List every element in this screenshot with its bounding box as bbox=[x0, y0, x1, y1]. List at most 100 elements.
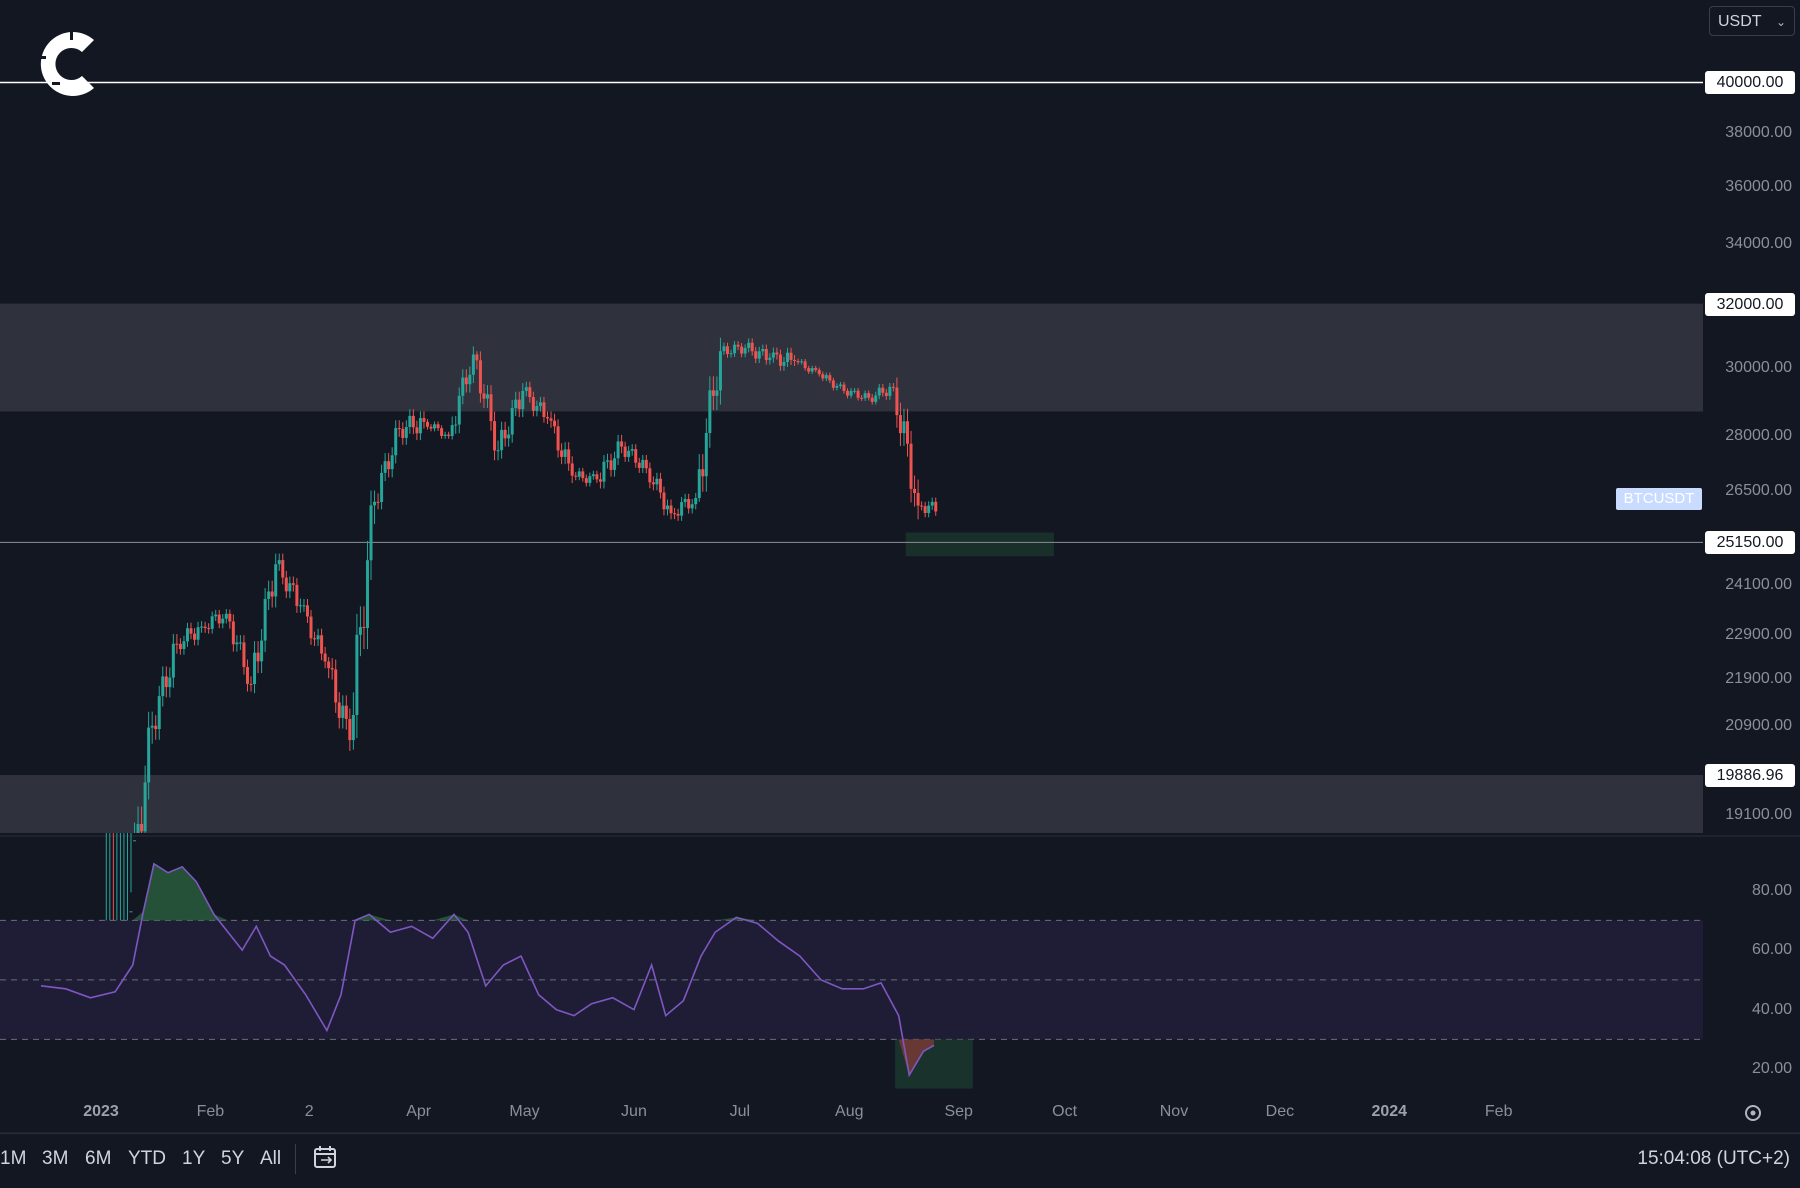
candle-body bbox=[870, 397, 874, 402]
rsi-tick-label: 60.00 bbox=[1751, 941, 1792, 959]
candle-body bbox=[891, 386, 895, 388]
range-button-1m[interactable]: 1M bbox=[0, 1148, 27, 1169]
candle-body bbox=[471, 354, 475, 375]
candle-body bbox=[231, 621, 235, 645]
candle-body bbox=[553, 420, 557, 427]
candle-body bbox=[538, 402, 542, 407]
candle-body bbox=[902, 421, 906, 434]
candle-body bbox=[648, 468, 652, 483]
candle-body bbox=[260, 640, 264, 662]
candle-body bbox=[761, 348, 765, 352]
candle-body bbox=[517, 399, 521, 410]
price-level-label: 19886.96 bbox=[1705, 764, 1795, 787]
candle-body bbox=[800, 361, 804, 363]
candle-body bbox=[641, 459, 645, 468]
candle-body bbox=[298, 605, 302, 607]
candle-body bbox=[401, 428, 405, 438]
price-tick-label: 34000.00 bbox=[1725, 234, 1792, 252]
clock[interactable]: 15:04:08 (UTC+2) bbox=[1637, 1148, 1790, 1169]
candle-body bbox=[521, 390, 525, 410]
rsi-tick-label: 40.00 bbox=[1751, 1000, 1792, 1018]
candle-body bbox=[747, 342, 751, 348]
candle-body bbox=[577, 471, 581, 477]
candle-body bbox=[238, 642, 242, 644]
candle-body bbox=[390, 455, 394, 470]
candle-body bbox=[320, 635, 324, 654]
candle-body bbox=[598, 479, 602, 482]
candle-body bbox=[796, 360, 800, 363]
candle-body bbox=[436, 424, 440, 429]
candle-body bbox=[334, 669, 338, 703]
candle-body bbox=[627, 450, 631, 457]
range-button-3m[interactable]: 3M bbox=[42, 1148, 69, 1169]
candle-body bbox=[510, 407, 514, 435]
candle-body bbox=[898, 415, 902, 434]
candle-body bbox=[591, 474, 595, 477]
candle-body bbox=[644, 459, 648, 469]
candle-body bbox=[210, 616, 214, 629]
candle-body bbox=[355, 634, 359, 716]
candle-body bbox=[613, 458, 617, 470]
zone-1 bbox=[0, 775, 1703, 833]
candle-body bbox=[330, 668, 334, 670]
candle-body bbox=[729, 353, 733, 355]
candle-body bbox=[651, 482, 655, 485]
range-button-5y[interactable]: 5Y bbox=[221, 1148, 245, 1169]
candle-body bbox=[383, 461, 387, 473]
candle-body bbox=[440, 428, 444, 436]
time-tick-label: Jun bbox=[621, 1103, 647, 1120]
candle-body bbox=[771, 352, 775, 358]
candle-body bbox=[429, 426, 433, 429]
range-button-1y[interactable]: 1Y bbox=[182, 1148, 206, 1169]
toolbar-divider bbox=[295, 1144, 296, 1174]
candle-body bbox=[411, 415, 415, 428]
candle-body bbox=[288, 583, 292, 592]
candle-body bbox=[189, 628, 193, 634]
candle-body bbox=[337, 702, 341, 718]
candle-body bbox=[718, 351, 722, 391]
candle-body bbox=[461, 377, 465, 396]
range-button-ytd[interactable]: YTD bbox=[128, 1148, 166, 1169]
candle-body bbox=[877, 387, 881, 396]
candle-body bbox=[323, 653, 327, 662]
candle-body bbox=[711, 390, 715, 396]
candle-body bbox=[715, 390, 719, 396]
candle-body bbox=[778, 354, 782, 366]
candle-body bbox=[528, 387, 532, 398]
candle-body bbox=[683, 498, 687, 503]
candle-body bbox=[302, 605, 306, 607]
price-tick-label: 36000.00 bbox=[1725, 177, 1792, 195]
candle-body bbox=[814, 368, 818, 370]
candle-body bbox=[418, 418, 422, 434]
range-button-6m[interactable]: 6M bbox=[85, 1148, 112, 1169]
candle-body bbox=[313, 638, 317, 640]
candle-body bbox=[680, 502, 684, 516]
candle-body bbox=[178, 643, 182, 650]
candle-body bbox=[447, 434, 451, 436]
range-button-all[interactable]: All bbox=[260, 1148, 282, 1169]
candle-body bbox=[369, 505, 373, 561]
calendar-icon[interactable] bbox=[313, 1144, 339, 1170]
candle-body bbox=[807, 368, 811, 372]
candle-body bbox=[736, 344, 740, 347]
candle-body bbox=[200, 626, 204, 628]
candle-body bbox=[373, 501, 377, 506]
time-tick-label: Dec bbox=[1265, 1103, 1295, 1120]
candle-body bbox=[531, 397, 535, 411]
candle-body bbox=[408, 415, 412, 428]
candle-body bbox=[570, 463, 574, 476]
logo-c-icon bbox=[36, 31, 94, 96]
gear-icon[interactable] bbox=[1742, 1102, 1764, 1124]
time-tick-label: Oct bbox=[1052, 1103, 1078, 1120]
price-tick-label: 26500.00 bbox=[1725, 481, 1792, 499]
candle-body bbox=[810, 368, 814, 372]
candle-body bbox=[549, 418, 553, 421]
candle-body bbox=[468, 374, 472, 385]
candle-body bbox=[831, 380, 835, 388]
candle-body bbox=[782, 361, 786, 366]
candle-body bbox=[853, 390, 857, 392]
candle-body bbox=[496, 450, 500, 452]
currency-select[interactable]: USDT ⌄ bbox=[1709, 6, 1795, 36]
price-tick-label: 20900.00 bbox=[1725, 716, 1792, 734]
